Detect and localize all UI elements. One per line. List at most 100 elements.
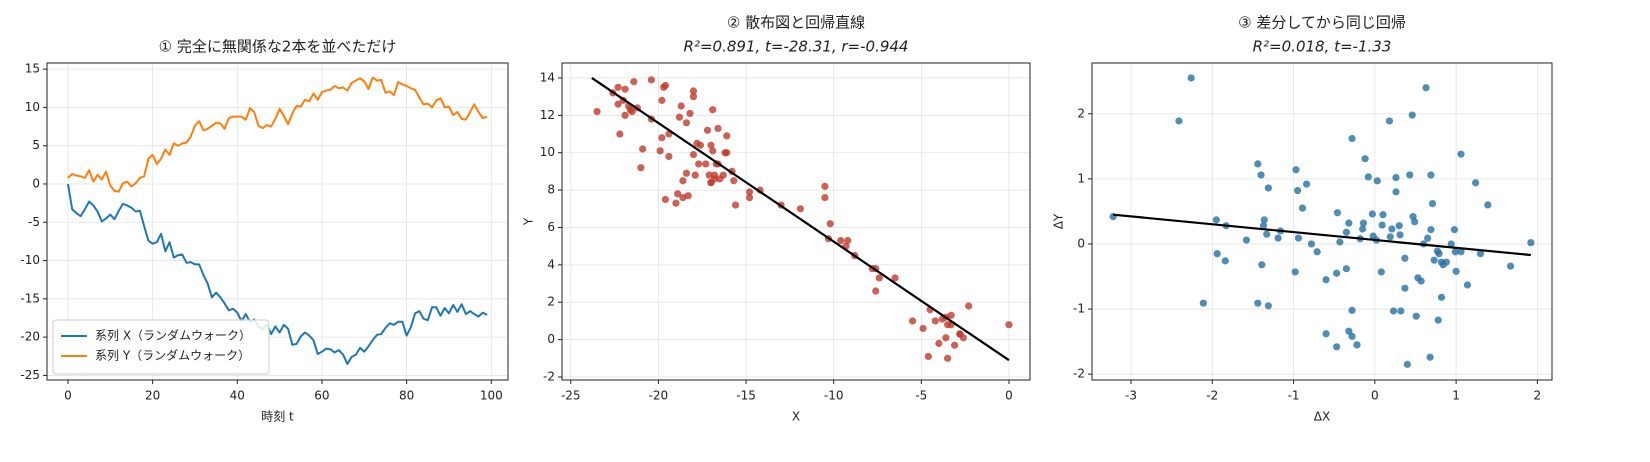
y-tick-label: -2 [1073,367,1085,381]
scatter-point [1411,218,1419,226]
x-tick-label: -10 [824,389,844,403]
x-tick-label: -3 [1125,389,1137,403]
scatter-point [593,107,601,116]
scatter-point [1401,284,1409,292]
scatter-point [1428,199,1437,208]
x-axis-label: ΔX [1314,410,1330,424]
x-tick-label: -25 [561,389,581,403]
x-tick-label: -5 [915,389,927,403]
scatter-point [872,287,880,295]
scatter-point [1212,216,1220,224]
scatter-point [1427,171,1435,179]
x-tick-label: 0 [1371,389,1379,403]
x-axis-label: X [792,410,800,424]
scatter-point [1463,281,1472,289]
x-tick-label: 20 [145,389,160,403]
scatter-point [1447,240,1455,248]
y-axis-label: Y [522,217,536,226]
scatter-point [1417,277,1425,285]
scatter-point [1378,221,1386,229]
scatter-point [1291,268,1299,276]
scatter-point [691,171,699,179]
scatter-point [1424,234,1432,242]
plot-frame [46,62,509,381]
chart-title: ① 完全に無関係な2本を並べただけ [159,38,397,56]
y-tick-label: 10 [540,145,555,159]
line-series [67,76,488,193]
scatter-point [1199,299,1207,307]
scatter-point [705,171,713,179]
x-axis-label: 時刻 t [261,410,294,424]
scatter-point [647,76,655,84]
scatter-point [821,193,829,202]
scatter-point [1264,184,1272,192]
scatter-point [1472,179,1480,187]
x-tick-label: 100 [480,389,503,403]
scatter-point [1426,353,1434,361]
scatter-point [637,164,645,172]
scatter-point [1292,166,1300,174]
scatter-point [1408,111,1416,119]
scatter-point [709,147,717,155]
scatter-point [1457,150,1465,158]
scatter-point [721,149,729,157]
x-tick-label: 80 [399,389,414,403]
scatter-point [1457,248,1465,256]
scatter-point [730,177,738,185]
scatter-point [689,150,698,159]
scatter-point [621,85,629,93]
scatter-point [908,317,917,325]
scatter-point [621,111,629,119]
y-tick-label: 2 [1077,106,1085,120]
scatter-point [1359,225,1367,233]
scatter-point [656,147,664,155]
y-tick-label: 2 [547,295,555,309]
scatter-point [1395,222,1403,230]
regression-line [591,77,1010,362]
y-tick-label: -25 [20,368,40,382]
scatter-point [1348,306,1356,314]
y-tick-label: -15 [20,291,40,305]
scatter-point [1450,226,1459,234]
scatter-point [1294,186,1302,195]
y-tick-label: 14 [540,70,555,84]
scatter-point [891,274,899,282]
scatter-point [1364,173,1372,181]
y-tick-label: 5 [32,138,40,152]
scatter-point [1506,262,1515,270]
scatter-point [1451,248,1459,256]
scatter-point [875,274,883,282]
scatter-point [639,145,647,153]
scatter-point [821,182,829,190]
scatter-point [1333,269,1341,277]
y-tick-label: 15 [25,62,40,76]
y-tick-label: 6 [547,220,555,234]
scatter-point [1260,216,1268,224]
scatter-point [1322,330,1330,338]
scatter-point [703,126,712,134]
scatter-point [1263,230,1271,238]
scatter-point [658,96,666,104]
y-tick-label: 0 [547,332,555,346]
y-tick-label: 12 [540,108,555,122]
scatter-point [1257,171,1265,179]
x-tick-label: 40 [230,389,245,403]
scatter-point [1361,155,1369,163]
chart-title: ③ 差分してから同じ回帰 [1238,14,1406,32]
scatter-point [745,193,754,202]
scatter-point [1213,250,1221,258]
y-tick-label: 10 [25,100,40,114]
scatter-point [1368,210,1376,218]
scatter-point [1294,234,1303,242]
scatter-point [965,302,973,310]
x-tick-label: 60 [314,389,329,403]
y-tick-label: 8 [547,183,555,197]
chart-subtitle: R²=0.018, t=-1.33 [1253,38,1392,56]
x-tick-label: -20 [649,389,669,403]
scatter-point [1484,201,1492,209]
legend-label: 系列 X（ランダムウォーク） [95,328,251,343]
y-axis-label: ΔY [1052,213,1066,229]
scatter-point [1348,134,1356,143]
scatter-point [944,321,952,329]
